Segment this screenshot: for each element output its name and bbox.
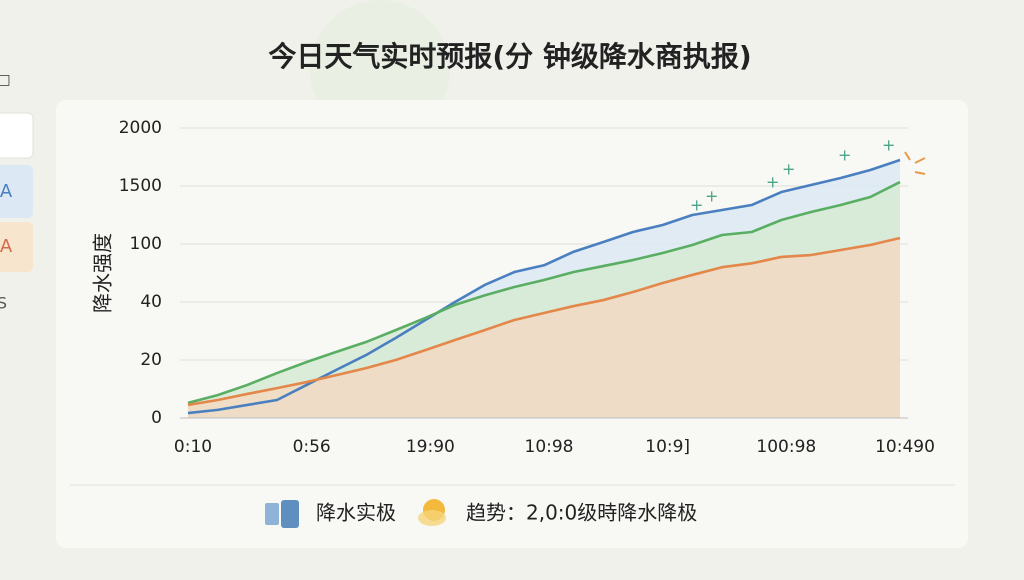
y-tick-label: 2000 [119, 118, 162, 138]
sidebar-text: A [0, 181, 13, 202]
sidebar-item[interactable] [0, 112, 34, 159]
sidebar-item[interactable] [0, 222, 33, 272]
sparkle: + [690, 196, 703, 215]
line [187, 158, 901, 415]
sparkle: + [782, 160, 795, 179]
trend-text: 趋势：2,0:0级時降水降极 [466, 501, 697, 525]
y-tick-label: 0 [151, 408, 162, 428]
sun-decor [904, 151, 926, 175]
line [187, 180, 901, 405]
x-tick-label: 10:490 [875, 437, 935, 457]
x-tick-label: 19:90 [406, 437, 455, 457]
x-tick-label: 10:98 [525, 437, 574, 457]
sparkle: + [705, 187, 718, 206]
sidebar-item[interactable] [0, 165, 33, 218]
weather-icon [418, 499, 446, 526]
y-tick-label: 40 [140, 292, 162, 312]
chart-title: 今日天气实时预报(分 钟级降水商执报) [268, 40, 751, 73]
sparkles: + + + + + + [690, 136, 895, 215]
sparkle: + [766, 173, 779, 192]
line [187, 236, 901, 407]
legend-icon [265, 500, 299, 528]
x-tick-label: 0:10 [174, 437, 212, 457]
x-tick-label: 100:98 [756, 437, 816, 457]
sparkle: + [882, 136, 895, 155]
legend-label: 降水实极 [316, 501, 396, 525]
x-tick-label: 0:56 [293, 437, 331, 457]
y-tick-label: 1500 [119, 176, 162, 196]
sidebar-text: A [0, 236, 13, 257]
area-fill [188, 237, 900, 418]
plot: 0 20 40 100 1500 2000 0:10 0:56 19:90 10:98 10:9] 1… [119, 118, 935, 457]
sparkle: + [838, 146, 851, 165]
y-tick-label: 20 [140, 350, 162, 370]
x-tick-label: 10:9] [645, 437, 690, 457]
sidebar-text: □ [0, 72, 11, 88]
y-axis-label: 降水强度 [91, 233, 115, 313]
y-tick-label: 100 [130, 234, 162, 254]
sidebar-text: S [0, 294, 7, 313]
